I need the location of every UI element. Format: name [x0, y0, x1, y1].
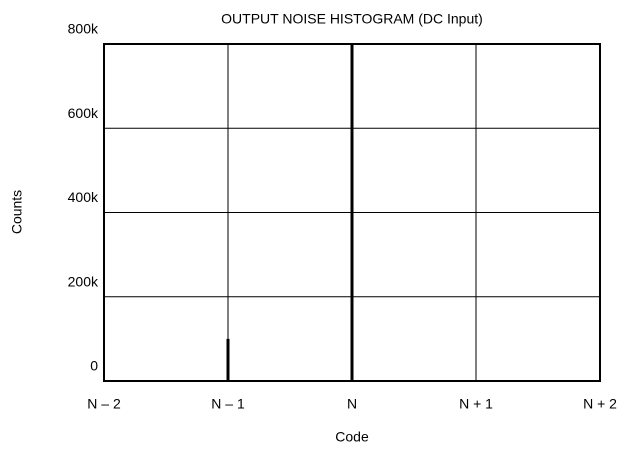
y-tick-label: 600k	[68, 105, 99, 121]
x-tick-label: N + 2	[583, 396, 617, 412]
x-axis-label: Code	[335, 429, 369, 445]
x-tick-label: N	[347, 396, 357, 412]
y-axis-label: Counts	[9, 190, 25, 234]
x-tick-label: N + 1	[459, 396, 493, 412]
chart-title: OUTPUT NOISE HISTOGRAM (DC Input)	[221, 11, 483, 27]
y-tick-label: 200k	[68, 273, 99, 289]
y-tick-label: 400k	[68, 189, 99, 205]
bar	[350, 44, 354, 381]
y-tick-label: 800k	[68, 21, 99, 37]
y-tick-label: 0	[90, 358, 98, 374]
x-tick-label: N – 1	[211, 396, 245, 412]
bar	[226, 338, 230, 381]
x-tick-label: N – 2	[87, 396, 121, 412]
